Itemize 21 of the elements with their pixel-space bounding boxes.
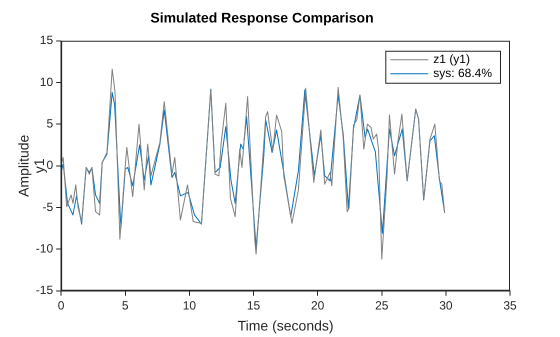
x-tick-label: 0 <box>58 298 65 312</box>
y-tick-label: -10 <box>36 241 54 256</box>
x-axis-title: Time (seconds) <box>238 317 334 334</box>
x-tick-label: 35 <box>503 298 517 312</box>
y-tick-label: 15 <box>40 33 54 48</box>
y-tick-label: -5 <box>42 200 54 214</box>
y-tick-label: 0 <box>46 158 54 172</box>
legend-label: sys: 68.4% <box>433 66 492 80</box>
x-tick-label: 15 <box>246 298 261 312</box>
x-tick-label: 25 <box>375 298 389 312</box>
x-tick-label: 5 <box>122 298 129 312</box>
x-tick-label: 30 <box>439 298 453 312</box>
chart-title: Simulated Response Comparison <box>150 9 374 26</box>
text: y1 <box>30 158 47 174</box>
y-tick-label: -15 <box>36 283 54 298</box>
x-tick-label: 20 <box>310 298 325 312</box>
legend-label: z1 (y1) <box>433 52 470 66</box>
y-tick-label: 5 <box>46 116 54 130</box>
y-axis-title: Amplitude <box>15 134 32 197</box>
y-tick-label: 10 <box>40 74 54 89</box>
x-tick-label: 10 <box>182 298 196 312</box>
